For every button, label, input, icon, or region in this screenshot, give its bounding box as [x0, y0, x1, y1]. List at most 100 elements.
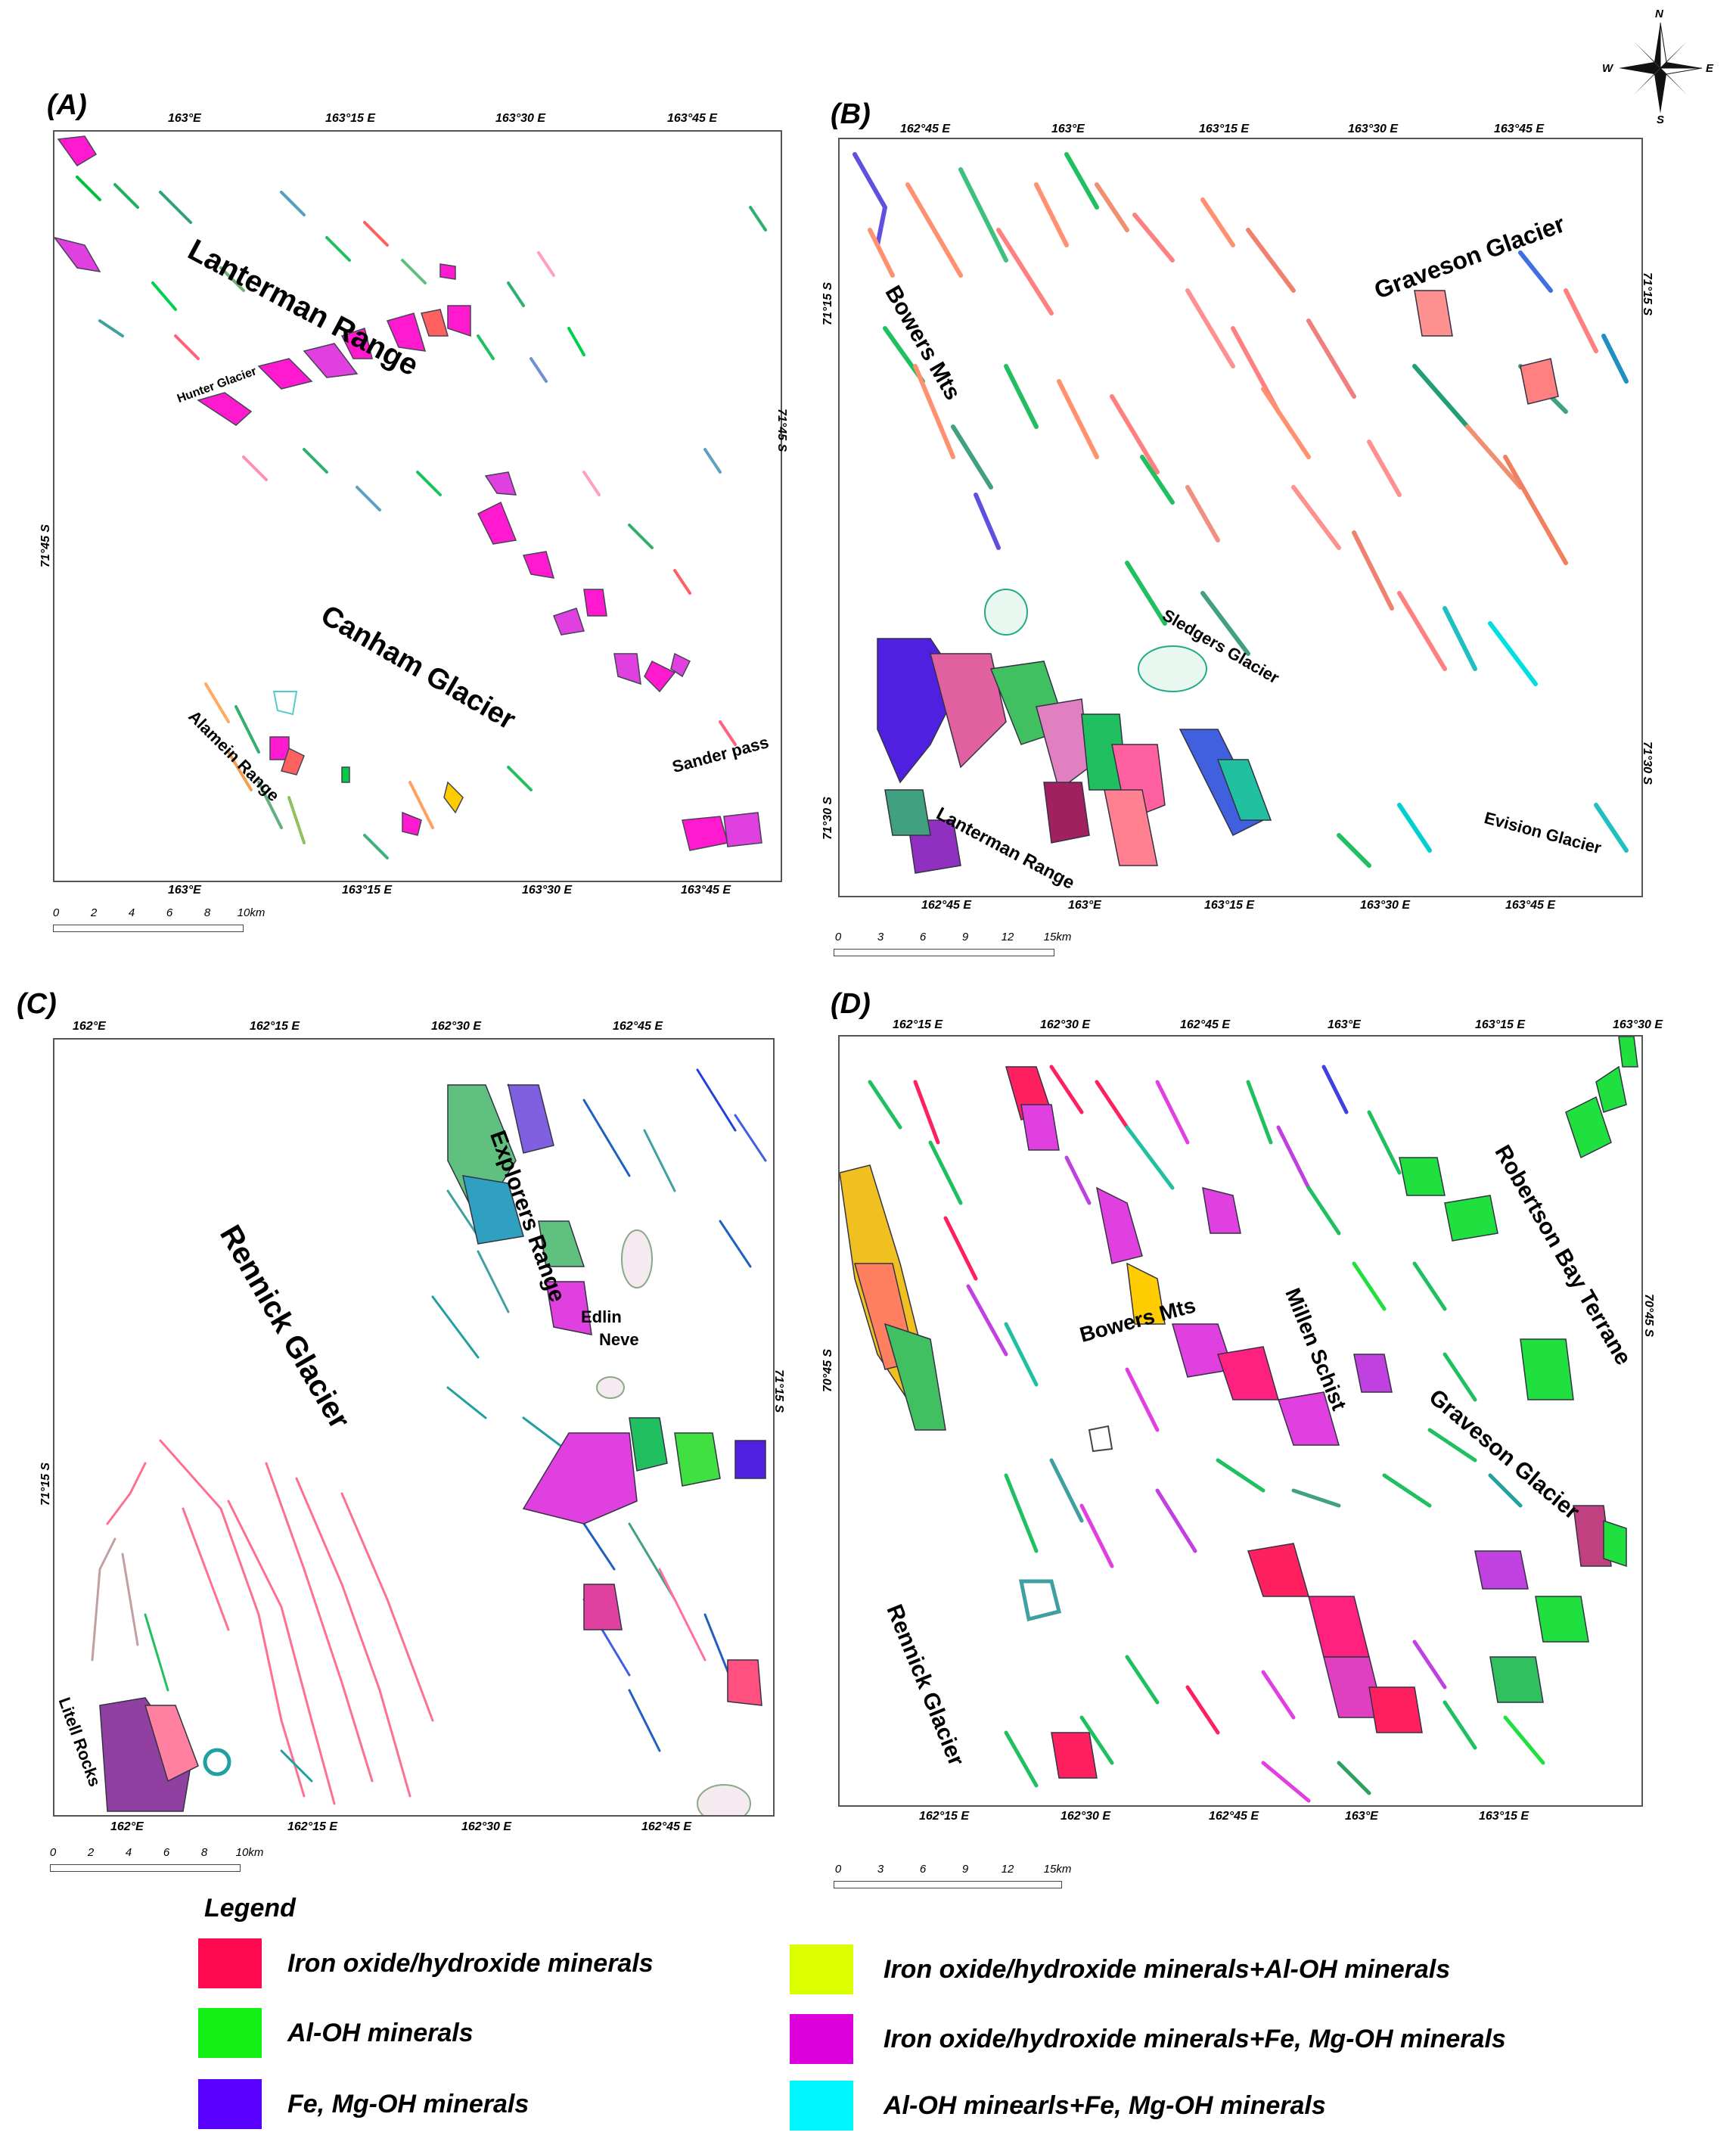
- panel-a-top-coord: 163°45 E: [667, 112, 718, 125]
- legend-label: Al-OH minearls+Fe, Mg-OH minerals: [884, 2090, 1326, 2120]
- panel-b-bottom-coord: 163°30 E: [1360, 899, 1411, 912]
- panel-b-scale-bar: 0 3 6 9 12 15km: [834, 931, 1121, 956]
- panel-a-label: (A): [47, 89, 87, 121]
- panel-c-bottom-coord: 162°E: [110, 1820, 144, 1833]
- scale-tick: 0: [52, 906, 60, 919]
- panel-b-bottom-coord: 162°45 E: [921, 899, 972, 912]
- scale-tick: 10km: [237, 906, 266, 919]
- legend-label: Iron oxide/hydroxide minerals: [287, 1948, 654, 1978]
- panel-b-left-coord: 71°15 S: [821, 281, 834, 325]
- panel-c-top-coord: 162°E: [73, 1020, 106, 1033]
- north-arrow-compass: N S E W: [1596, 8, 1725, 129]
- place-neve: Neve: [599, 1330, 639, 1349]
- panel-c-mineral-map: [91, 1068, 767, 1815]
- panel-d-left-coord: 70°45 S: [821, 1348, 834, 1392]
- panel-b-right-coord: 71°30 S: [1641, 741, 1654, 785]
- compass-n: N: [1655, 8, 1663, 20]
- panel-b-bottom-coord: 163°15 E: [1204, 899, 1255, 912]
- legend-title: Legend: [204, 1894, 296, 1923]
- panel-d-right-coord: 70°45 S: [1642, 1294, 1655, 1338]
- panel-c-top-coord: 162°30 E: [431, 1020, 482, 1033]
- legend-item: Al-OH minerals: [198, 2008, 474, 2058]
- panel-a-map: [53, 130, 782, 882]
- scale-tick: 6: [919, 1863, 927, 1876]
- panel-c-map: [53, 1038, 775, 1817]
- panel-d-bottom-coord: 163°E: [1345, 1810, 1378, 1823]
- compass-rose-icon: [1619, 22, 1703, 113]
- scale-tick: 10km: [235, 1846, 264, 1859]
- panel-c-bottom-coord: 162°45 E: [641, 1820, 692, 1833]
- scale-tick: 0: [49, 1846, 57, 1859]
- panel-b-top-coord: 163°30 E: [1348, 123, 1399, 135]
- scale-tick: 12: [1001, 931, 1014, 943]
- panel-c-top-coord: 162°45 E: [613, 1020, 663, 1033]
- compass-w: W: [1602, 62, 1613, 75]
- place-edlin: Edlin: [581, 1307, 622, 1326]
- panel-d-bottom-coord: 162°30 E: [1061, 1810, 1111, 1823]
- scale-tick: 2: [90, 906, 98, 919]
- scale-tick: 3: [877, 1863, 884, 1876]
- compass-s: S: [1657, 113, 1665, 126]
- panel-b-mineral-map: [852, 152, 1629, 874]
- legend-label: Fe, Mg-OH minerals: [287, 2089, 529, 2118]
- legend-item: Al-OH minearls+Fe, Mg-OH minerals: [790, 2081, 1326, 2131]
- legend-swatch: [198, 2008, 262, 2058]
- panel-d-top-coord: 162°45 E: [1180, 1018, 1231, 1031]
- legend-swatch: [198, 1938, 262, 1988]
- scale-tick: 8: [200, 1846, 208, 1859]
- panel-b-bottom-coord: 163°E: [1068, 899, 1101, 912]
- scale-tick: 2: [87, 1846, 95, 1859]
- panel-a-right-coord: 71°45 S: [775, 409, 788, 452]
- scale-tick: 6: [163, 1846, 170, 1859]
- legend-swatch: [790, 1944, 853, 1994]
- panel-b-bottom-coord: 163°45 E: [1505, 899, 1556, 912]
- legend-label: Iron oxide/hydroxide minerals+Al-OH mine…: [884, 1954, 1451, 1984]
- panel-a-bottom-coord: 163°30 E: [522, 884, 573, 897]
- panel-a-bottom-coord: 163°15 E: [342, 884, 393, 897]
- legend-swatch: [790, 2081, 853, 2131]
- panel-c-right-coord: 71°15 S: [772, 1369, 785, 1413]
- panel-b-top-coord: 163°E: [1051, 123, 1085, 135]
- panel-b-map: [838, 138, 1643, 897]
- scale-tick: 15km: [1043, 1863, 1072, 1876]
- panel-a-top-coord: 163°30 E: [495, 112, 546, 125]
- scale-tick: 4: [128, 906, 135, 919]
- scale-tick: 9: [961, 931, 969, 943]
- legend-label: Al-OH minerals: [287, 2018, 474, 2047]
- panel-d-scale-bar: 0 3 6 9 12 15km: [834, 1863, 1121, 1888]
- legend-swatch: [198, 2079, 262, 2129]
- panel-b-right-coord: 71°15 S: [1641, 272, 1654, 316]
- scale-tick: 15km: [1043, 931, 1072, 943]
- scale-tick: 12: [1001, 1863, 1014, 1876]
- panel-d-bottom-coord: 162°45 E: [1209, 1810, 1259, 1823]
- scale-tick: 3: [877, 931, 884, 943]
- panel-b-label: (B): [831, 98, 871, 130]
- panel-c-label: (C): [17, 988, 57, 1020]
- panel-b-top-coord: 163°15 E: [1199, 123, 1250, 135]
- panel-a-scale-bar: 0 2 4 6 8 10km: [52, 906, 295, 932]
- panel-d-label: (D): [831, 988, 871, 1020]
- scale-tick: 0: [834, 931, 842, 943]
- panel-d-mineral-map: [840, 1037, 1638, 1803]
- panel-d-top-coord: 163°15 E: [1475, 1018, 1526, 1031]
- panel-a-bottom-coord: 163°45 E: [681, 884, 731, 897]
- scale-tick: 0: [834, 1863, 842, 1876]
- scale-tick: 4: [125, 1846, 132, 1859]
- panel-a-bottom-coord: 163°E: [168, 884, 201, 897]
- panel-d-bottom-coord: 162°15 E: [919, 1810, 970, 1823]
- panel-c-bottom-coord: 162°30 E: [461, 1820, 512, 1833]
- panel-d-top-coord: 163°E: [1328, 1018, 1361, 1031]
- panel-b-top-coord: 162°45 E: [900, 123, 951, 135]
- legend-swatch: [790, 2014, 853, 2064]
- panel-b-left-coord: 71°30 S: [821, 796, 834, 840]
- legend-item: Fe, Mg-OH minerals: [198, 2079, 529, 2129]
- panel-c-top-coord: 162°15 E: [250, 1020, 300, 1033]
- panel-d-top-coord: 162°30 E: [1040, 1018, 1091, 1031]
- panel-d-top-coord: 162°15 E: [893, 1018, 943, 1031]
- legend-item: Iron oxide/hydroxide minerals+Fe, Mg-OH …: [790, 2014, 1506, 2064]
- panel-b-top-coord: 163°45 E: [1494, 123, 1545, 135]
- scale-tick: 9: [961, 1863, 969, 1876]
- legend-item: Iron oxide/hydroxide minerals: [198, 1938, 654, 1988]
- panel-c-left-coord: 71°15 S: [39, 1462, 52, 1506]
- legend-item: Iron oxide/hydroxide minerals+Al-OH mine…: [790, 1944, 1450, 1994]
